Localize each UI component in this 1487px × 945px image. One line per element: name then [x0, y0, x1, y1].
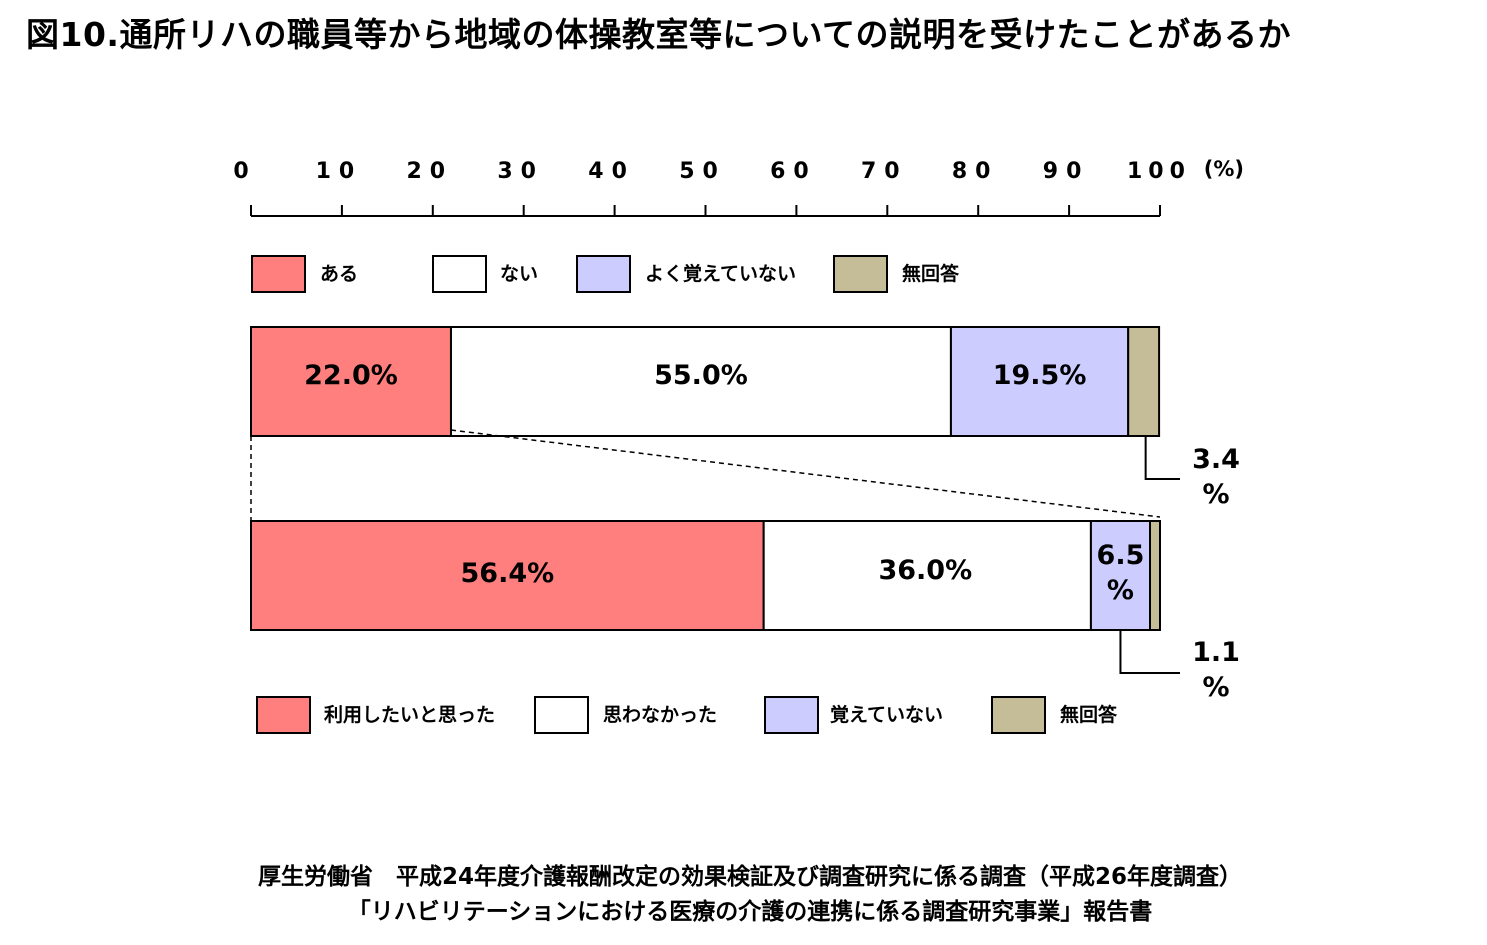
axis-tick-label: 100 [1127, 159, 1191, 184]
legend-top-label: ない [500, 263, 538, 285]
connector-dashed-line [450, 429, 1161, 518]
axis-unit-label: (%) [1204, 157, 1244, 181]
legend-top-label: よく覚えていない [645, 262, 796, 285]
bar-top-data-label: 55.0% [654, 360, 748, 391]
axis-tick-label: 60 [770, 159, 817, 184]
bar-bottom-data-label: % [1202, 672, 1229, 703]
bar-top-data-label: 3.4 [1192, 444, 1240, 475]
legend-bottom-swatch [256, 696, 311, 734]
bar-top-data-label: 22.0% [304, 360, 398, 391]
axis-tick-label: 0 [233, 159, 256, 184]
bar-top-data-label: % [1202, 479, 1229, 510]
legend-bottom-swatch [991, 696, 1046, 734]
legend-top-label: ある [320, 263, 358, 285]
bar-top-segment [250, 326, 452, 437]
axis-tick-label: 80 [952, 159, 999, 184]
legend-top-label: 無回答 [902, 262, 960, 285]
legend-bottom-label: 思わなかった [603, 704, 717, 726]
bar-bottom-leader-line [1119, 630, 1180, 674]
legend-bottom-swatch [534, 696, 589, 734]
axis-tick-label: 90 [1043, 159, 1090, 184]
bar-bottom-data-label: % [1107, 575, 1134, 606]
legend-bottom-label: 覚えていない [830, 703, 943, 726]
bar-bottom-segment [762, 520, 1092, 631]
bar-top-segment [949, 326, 1130, 437]
axis-tick-label: 20 [406, 159, 453, 184]
bar-bottom-data-label: 36.0% [878, 555, 972, 586]
axis-tick-label: 10 [316, 159, 363, 184]
legend-top-swatch [251, 255, 306, 293]
bar-top-leader-line [1144, 436, 1180, 480]
axis-tick-label: 50 [679, 159, 726, 184]
bar-bottom-segment [250, 520, 765, 631]
legend-bottom-label: 無回答 [1060, 703, 1118, 726]
axis-tick-label: 30 [497, 159, 544, 184]
axis-tick-label: 40 [588, 159, 635, 184]
source-line-1: 厚生労働省 平成24年度介護報酬改定の効果検証及び調査研究に係る調査（平成26年… [257, 864, 1242, 890]
legend-bottom-label: 利用したいと思った [324, 704, 495, 726]
bar-bottom-data-label: 6.5 [1097, 540, 1145, 571]
legend-top-swatch [576, 255, 631, 293]
legend-top-swatch [833, 255, 888, 293]
chart-title: 図10.通所リハの職員等から地域の体操教室等についての説明を受けたことがあるか [26, 15, 1291, 54]
axis-tick-label: 70 [861, 159, 908, 184]
bar-bottom-data-label: 56.4% [461, 558, 555, 589]
legend-top-swatch [432, 255, 487, 293]
bar-bottom-segment [1149, 520, 1161, 631]
bar-bottom-data-label: 1.1 [1192, 637, 1240, 668]
bar-top-data-label: 19.5% [993, 360, 1087, 391]
source-line-2: 「リハビリテーションにおける医療の介護の連携に係る調査研究事業」報告書 [347, 899, 1153, 925]
bar-top-segment [1127, 326, 1161, 437]
legend-bottom-swatch [764, 696, 819, 734]
